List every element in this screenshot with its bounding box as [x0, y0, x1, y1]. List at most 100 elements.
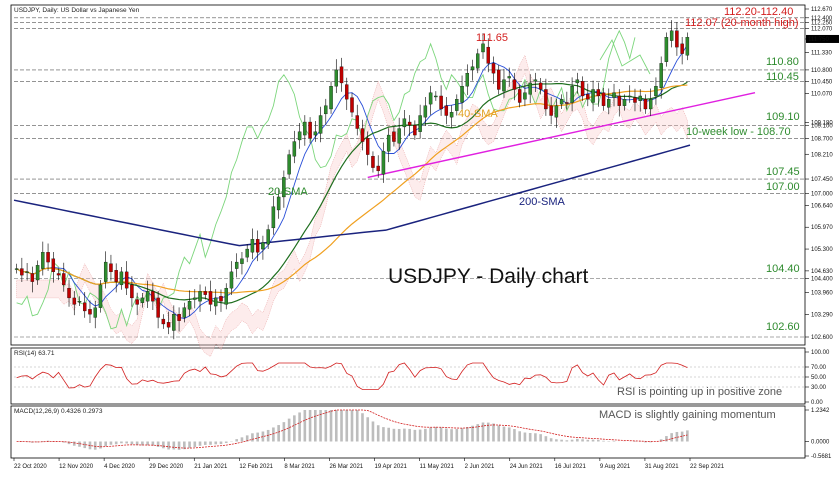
- candle-body: [203, 291, 207, 295]
- candle-body: [565, 102, 569, 104]
- candle: [93, 300, 97, 329]
- candle: [533, 72, 538, 93]
- candle-body: [544, 89, 548, 110]
- candle-body: [601, 92, 606, 106]
- candle-body: [465, 73, 470, 87]
- time-tick-label: 22 Sep 2021: [690, 464, 725, 470]
- candle-body: [638, 95, 642, 102]
- candle: [151, 282, 155, 310]
- candle: [276, 188, 281, 219]
- candle: [544, 78, 548, 116]
- rsi-label: RSI(14) 63.71: [14, 350, 55, 357]
- sma40-line: [16, 84, 688, 294]
- candle-body: [580, 81, 585, 97]
- candle: [617, 89, 621, 117]
- candle-body: [51, 258, 56, 273]
- candle: [559, 94, 564, 109]
- candle: [114, 263, 118, 293]
- time-tick-label: 12 Nov 2020: [59, 464, 94, 470]
- candle: [476, 48, 480, 74]
- candle: [596, 82, 601, 107]
- candle: [140, 293, 145, 308]
- candle-body: [360, 128, 365, 142]
- price-tick-label: 112.250: [811, 21, 833, 27]
- candle-body: [413, 125, 417, 136]
- ichimoku-cloud-area: [16, 54, 688, 357]
- candle: [14, 263, 19, 274]
- candle: [77, 296, 82, 307]
- price-tick-label: 112.070: [811, 27, 833, 33]
- candle-body: [109, 263, 113, 273]
- candle-body: [187, 301, 192, 310]
- candle-body: [224, 287, 228, 305]
- candle-body: [324, 105, 328, 115]
- rsi-tick-label: 100.00: [811, 350, 830, 356]
- candle: [554, 98, 559, 128]
- candle-body: [460, 86, 464, 103]
- price-tick-label: 104.630: [811, 269, 833, 275]
- level-110-80: 110.80: [766, 56, 799, 68]
- level-102-60: 102.60: [766, 321, 800, 333]
- price-pane: [10, 4, 806, 346]
- candle-body: [528, 82, 532, 95]
- time-tick-label: 22 Oct 2020: [14, 464, 47, 470]
- time-tick-label: 26 Mar 2021: [329, 464, 363, 470]
- candle-body: [83, 302, 87, 312]
- candle-body: [130, 284, 134, 299]
- candle-body: [67, 287, 71, 299]
- candle-body: [481, 43, 485, 53]
- candle-body: [124, 271, 129, 289]
- candle-body: [329, 86, 333, 110]
- candle: [664, 32, 669, 67]
- candle-body: [276, 196, 281, 211]
- candle: [669, 20, 674, 48]
- candle: [240, 251, 244, 275]
- candle-body: [407, 121, 412, 126]
- candle: [103, 251, 108, 289]
- candle-body: [664, 37, 669, 62]
- candle: [72, 291, 76, 316]
- candle: [229, 261, 234, 295]
- candle-body: [491, 63, 496, 74]
- candle: [465, 64, 470, 95]
- candle-body: [145, 291, 150, 302]
- candle: [386, 128, 391, 163]
- candle: [460, 75, 464, 110]
- price-tick-label: 109.100: [811, 123, 833, 129]
- support-trendline: [367, 92, 756, 179]
- candle: [203, 286, 207, 300]
- candle: [25, 263, 29, 281]
- candle: [685, 32, 690, 61]
- candle-body: [339, 66, 344, 84]
- candle: [549, 96, 553, 125]
- candle: [255, 230, 260, 262]
- candle-body: [575, 79, 580, 84]
- time-tick-label: 24 Jun 2021: [510, 464, 544, 470]
- time-tick-label: 2 Jun 2021: [465, 464, 495, 470]
- candle: [35, 260, 40, 285]
- level-107-45: 107.45: [766, 166, 800, 178]
- rsi-comment: RSI is pointing up in positive zone: [617, 386, 782, 398]
- candle-body: [156, 297, 160, 318]
- level-109-10: 109.10: [766, 111, 800, 123]
- time-tick-label: 19 Apr 2021: [375, 464, 408, 470]
- candle: [486, 38, 490, 73]
- candle: [308, 117, 312, 144]
- candle-body: [554, 105, 559, 118]
- candle: [303, 115, 307, 146]
- candle-body: [303, 121, 307, 136]
- candle: [381, 142, 386, 183]
- candle-body: [497, 69, 501, 90]
- candle: [654, 77, 658, 105]
- candle-body: [56, 273, 61, 276]
- candle: [376, 155, 380, 178]
- candle: [271, 195, 276, 235]
- candle-body: [381, 151, 386, 175]
- candle: [297, 123, 302, 149]
- candle: [56, 268, 61, 280]
- candle: [675, 22, 679, 56]
- candle: [261, 235, 265, 260]
- candle-body: [476, 53, 480, 69]
- candle: [591, 80, 595, 112]
- candle: [41, 241, 45, 276]
